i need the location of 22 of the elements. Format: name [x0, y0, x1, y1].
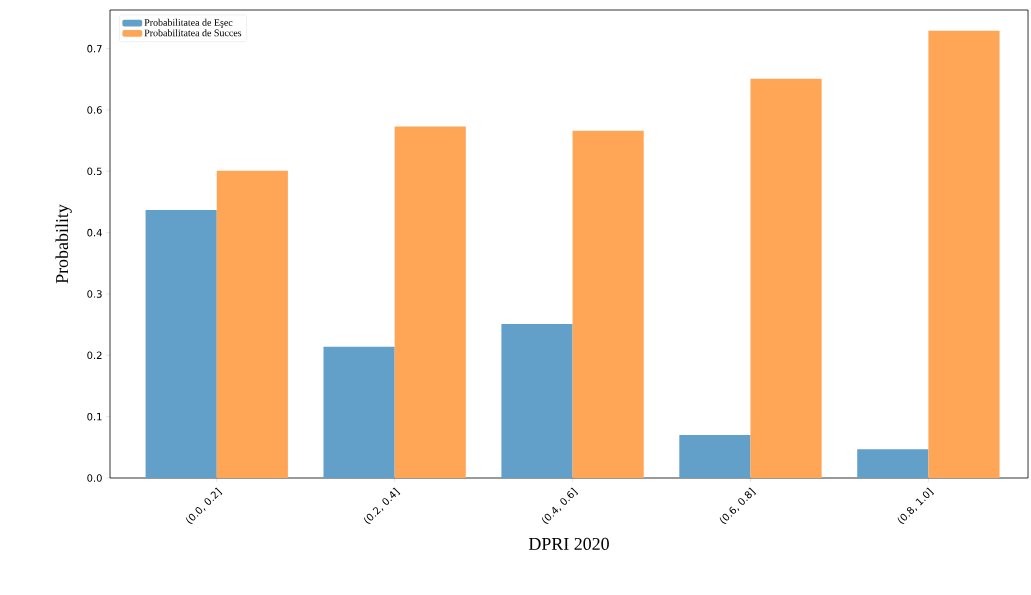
x-axis-title: DPRI 2020	[528, 537, 609, 550]
bar	[501, 324, 573, 478]
bar	[750, 78, 822, 478]
y-tick-label: 0.6	[87, 106, 102, 114]
y-axis-title: Probability	[55, 204, 72, 284]
y-tick-label: 0.1	[87, 412, 102, 421]
legend-label: Probabilitatea de Eşec	[144, 18, 233, 28]
y-tick-label: 0.7	[87, 44, 102, 53]
bar	[145, 209, 217, 478]
bar	[394, 126, 466, 478]
y-tick-label: 0.4	[87, 228, 102, 237]
bar	[679, 435, 751, 478]
legend-label: Probabilitatea de Succes	[144, 29, 242, 37]
bar	[216, 170, 288, 478]
bar	[928, 30, 1000, 478]
y-tick-label: 0.3	[87, 290, 102, 298]
y-tick-label: 0.0	[87, 474, 102, 482]
y-tick-label: 0.5	[87, 167, 102, 176]
bar	[572, 130, 644, 478]
y-tick-label: 0.2	[87, 351, 102, 360]
bar	[857, 449, 929, 478]
bar	[323, 346, 395, 478]
